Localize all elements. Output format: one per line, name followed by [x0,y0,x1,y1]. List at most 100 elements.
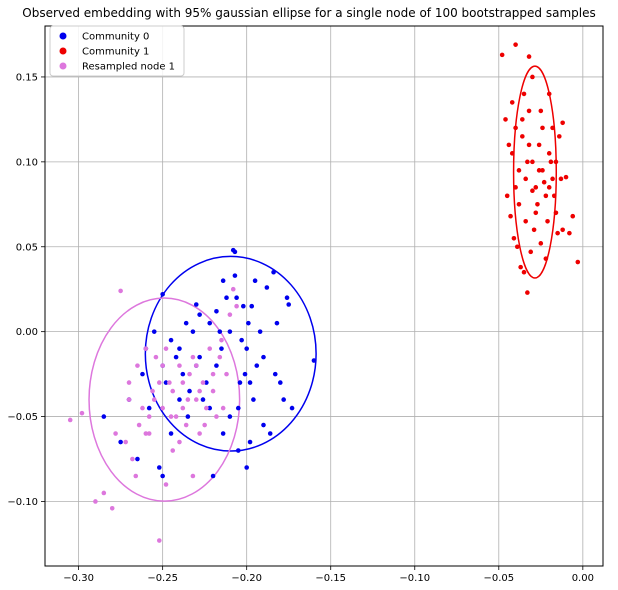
data-point-community-1 [530,159,535,165]
data-point-community-1 [528,249,534,255]
data-point-resampled-node-1 [135,363,140,368]
x-tick-label: 0.00 [572,573,594,584]
y-tick-label: 0.15 [16,72,38,83]
y-tick-label: −0.05 [7,412,38,423]
data-point-community-0 [251,397,256,402]
data-point-community-0 [220,431,226,436]
data-point-community-0 [187,388,192,394]
plot-area [44,25,604,567]
legend: Community 0 Community 1 Resampled node 1 [49,25,185,77]
data-point-resampled-node-1 [193,397,199,402]
data-point-community-1 [504,193,510,199]
data-point-community-0 [254,363,260,368]
data-point-community-1 [531,227,537,233]
data-point-community-0 [237,380,243,385]
data-point-community-1 [513,42,518,47]
data-point-resampled-node-1 [173,414,179,419]
data-point-community-1 [548,159,554,165]
data-point-community-0 [210,473,216,479]
x-tick-label: −0.10 [399,573,430,584]
data-point-community-0 [261,422,266,428]
data-point-community-1 [509,100,515,105]
data-point-resampled-node-1 [101,490,107,496]
data-point-community-1 [521,91,527,97]
data-point-community-1 [567,230,572,236]
data-point-resampled-node-1 [133,473,139,479]
y-tick-label: 0.05 [16,242,38,253]
data-point-resampled-node-1 [230,286,236,292]
data-point-resampled-node-1 [200,380,206,385]
data-point-resampled-node-1 [190,473,196,479]
data-point-community-1 [570,213,576,219]
data-point-community-0 [244,465,249,470]
data-point-community-0 [204,380,209,385]
data-point-community-1 [550,125,555,131]
data-point-community-1 [557,134,562,139]
data-point-community-0 [264,285,270,290]
data-point-community-0 [227,329,233,334]
data-point-community-0 [281,397,286,402]
data-point-community-1 [560,227,565,233]
data-point-resampled-node-1 [146,431,152,436]
data-point-community-0 [214,308,219,314]
data-point-community-0 [135,456,140,462]
data-point-community-1 [520,117,525,122]
data-point-community-1 [560,120,565,126]
data-point-community-0 [261,354,266,360]
x-tick-label: −0.05 [483,573,514,584]
data-point-community-0 [272,371,278,377]
data-point-community-0 [173,354,179,360]
data-point-resampled-node-1 [170,448,176,453]
data-point-resampled-node-1 [197,431,202,436]
data-point-resampled-node-1 [180,405,186,411]
data-point-resampled-node-1 [202,422,207,428]
data-point-community-0 [249,303,255,309]
data-point-resampled-node-1 [160,405,165,411]
x-tick-label: −0.20 [231,573,262,584]
data-point-community-1 [526,142,532,148]
data-point-community-1 [543,256,549,261]
data-point-resampled-node-1 [153,354,159,360]
data-point-community-0 [180,371,186,377]
data-points [67,42,581,543]
data-point-community-1 [538,241,544,246]
data-point-resampled-node-1 [150,388,155,394]
data-point-community-1 [506,142,512,148]
legend-label-community-0: Community 0 [82,32,149,43]
ellipses [88,65,558,502]
data-point-resampled-node-1 [151,397,157,402]
legend-entry-community-0: Community 0 [59,32,149,43]
data-point-community-1 [516,168,522,173]
data-point-resampled-node-1 [207,346,213,351]
data-point-community-0 [197,354,202,360]
data-point-resampled-node-1 [167,380,172,385]
data-point-community-1 [536,168,542,173]
data-point-resampled-node-1 [177,363,182,368]
data-point-community-1 [513,125,518,131]
legend-entry-resampled-node-1: Resampled node 1 [59,62,175,73]
data-point-resampled-node-1 [234,303,239,309]
data-point-community-0 [207,320,213,326]
data-point-resampled-node-1 [156,538,162,543]
data-point-community-0 [247,380,253,385]
data-point-resampled-node-1 [190,354,196,360]
data-point-community-1 [533,210,539,216]
legend-entry-community-1: Community 1 [59,47,149,58]
data-point-community-0 [289,405,295,411]
data-point-community-0 [151,329,157,334]
y-tick-label: −0.10 [7,497,38,508]
data-point-resampled-node-1 [210,388,216,394]
data-point-community-1 [555,230,560,236]
data-point-community-0 [257,329,263,334]
data-point-community-1 [536,142,542,148]
data-point-community-1 [525,290,530,295]
data-point-resampled-node-1 [143,346,149,351]
data-point-community-1 [520,134,525,139]
data-point-community-0 [246,320,251,326]
y-tick-label: 0.00 [16,327,38,338]
data-point-community-1 [516,202,522,207]
data-point-community-1 [513,185,518,190]
data-point-community-0 [244,346,249,351]
data-point-resampled-node-1 [168,414,174,419]
data-point-community-0 [140,371,145,377]
